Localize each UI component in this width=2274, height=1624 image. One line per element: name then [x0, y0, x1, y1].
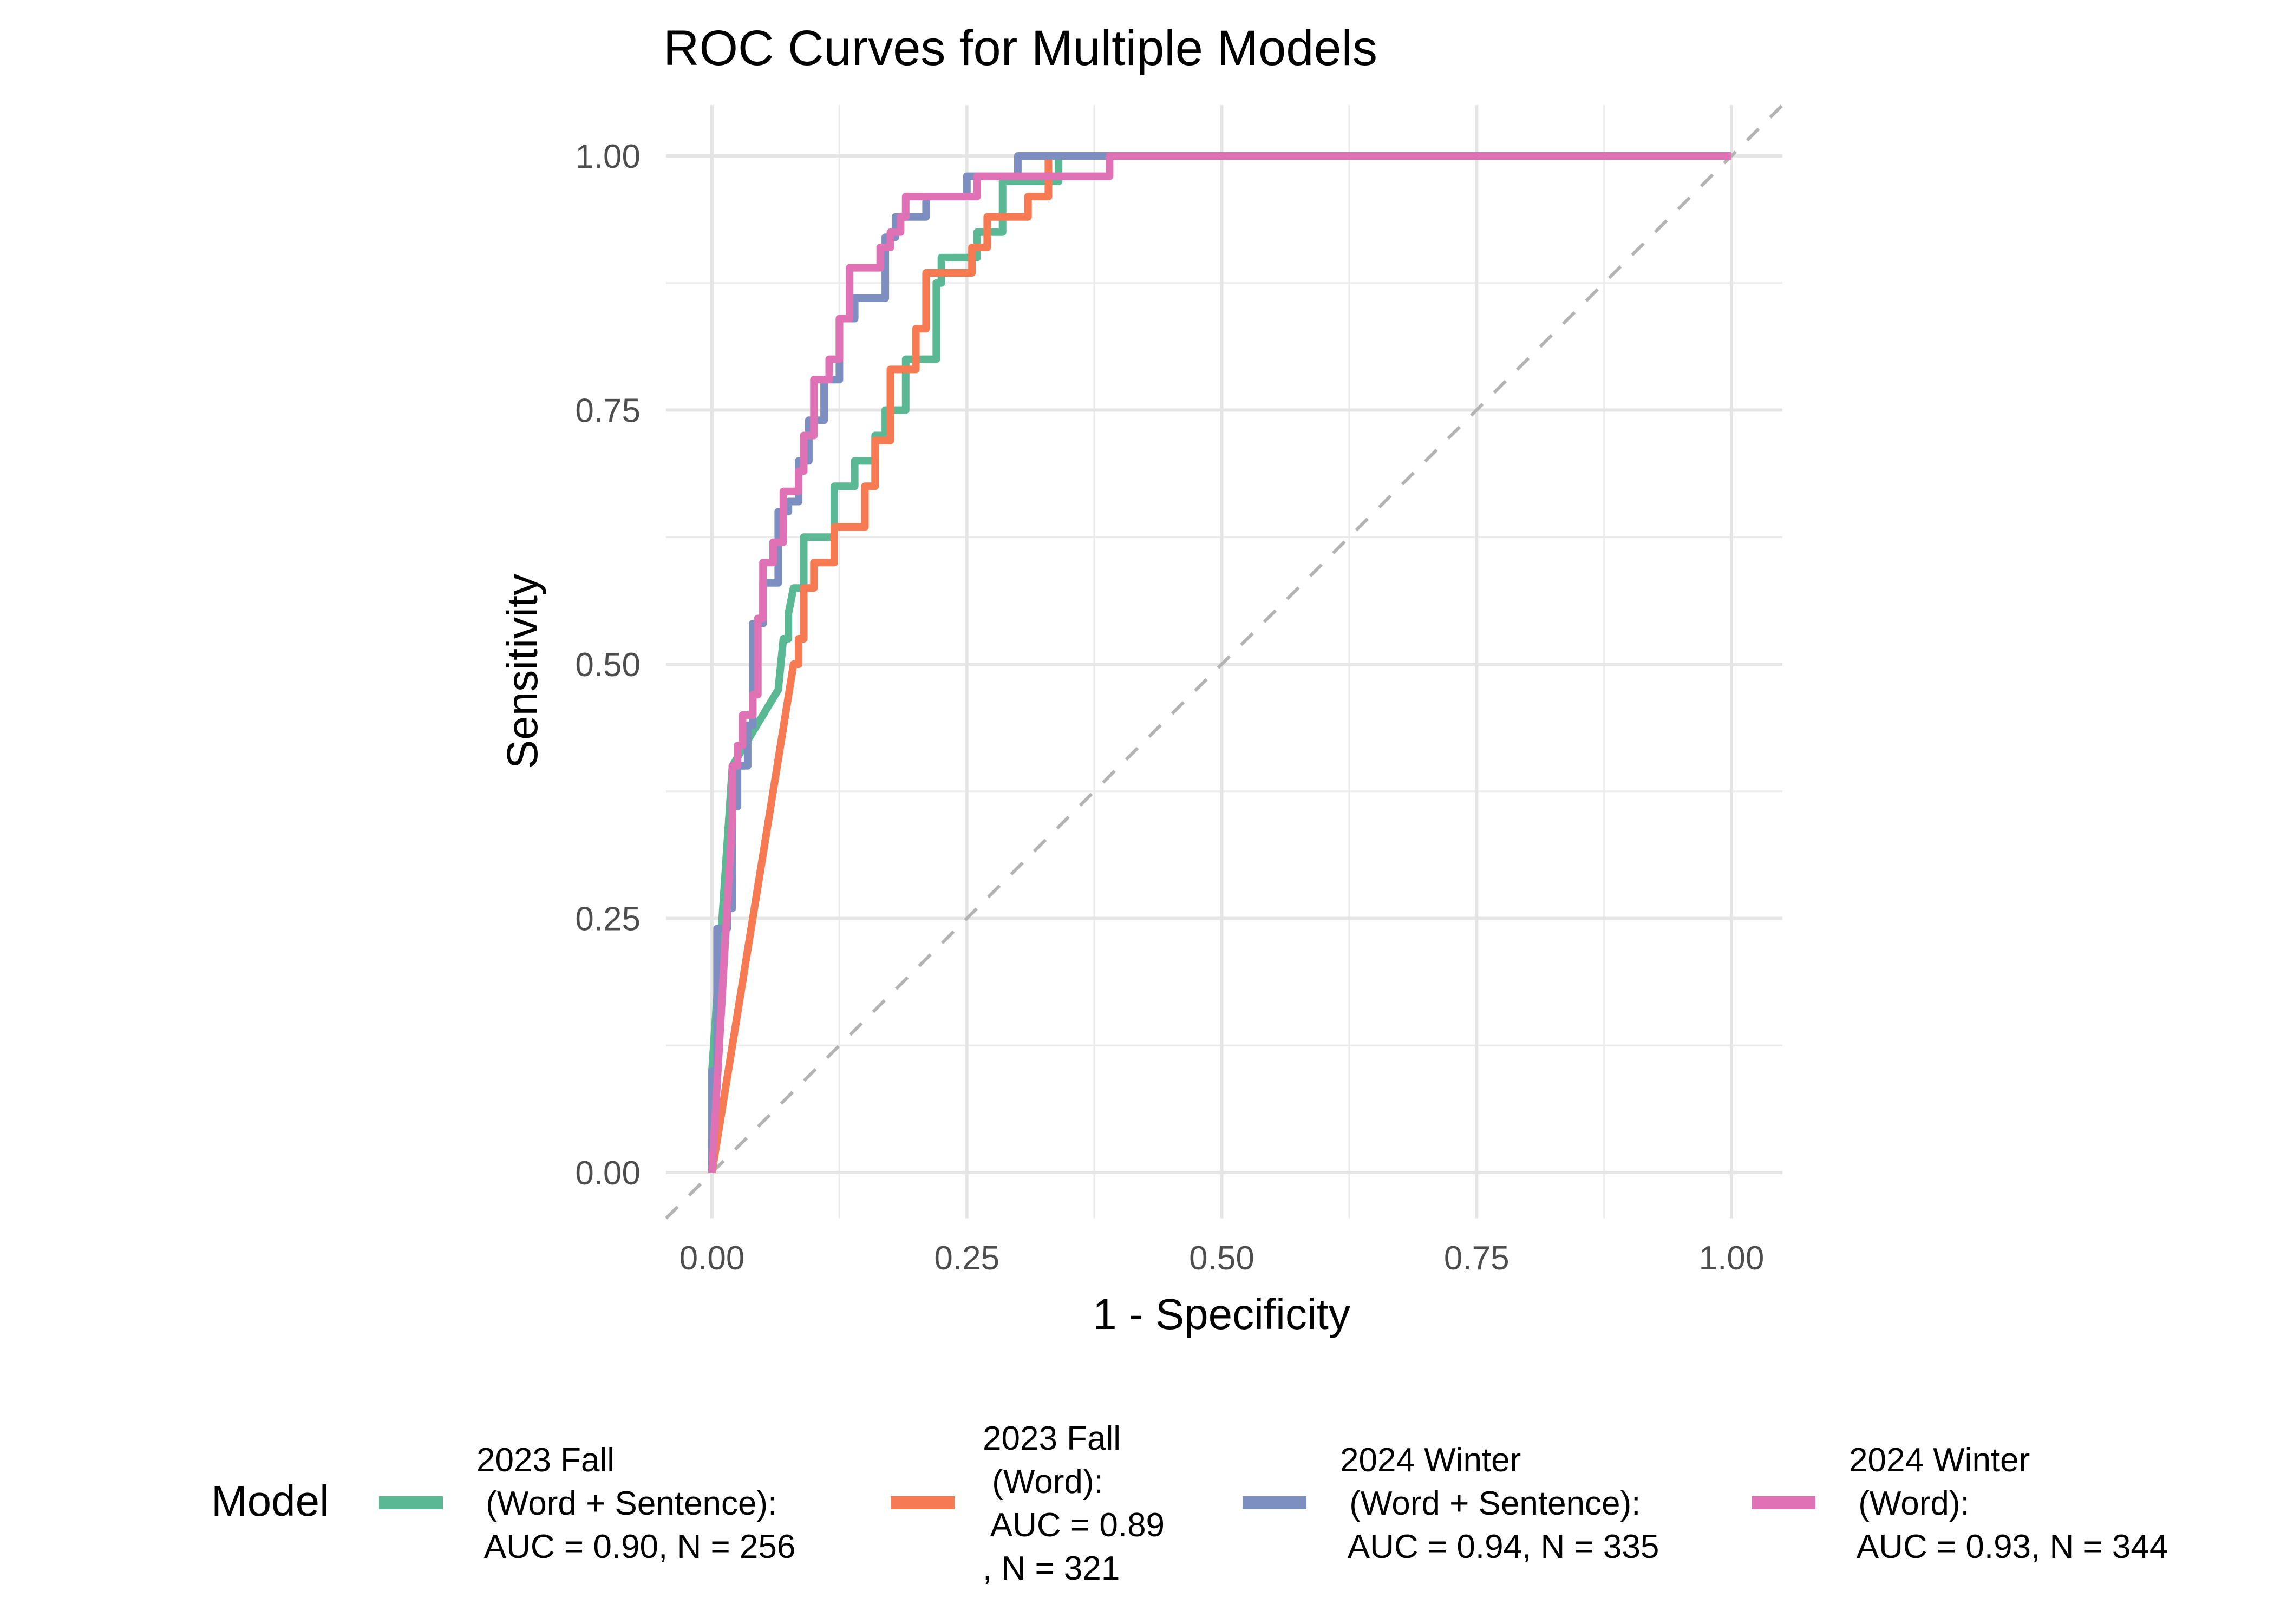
legend-label-line: (Word): — [983, 1463, 1103, 1501]
y-tick-label: 0.00 — [575, 1155, 641, 1192]
roc-curve-2 — [708, 152, 1731, 1174]
legend-label-3: 2024 Winter (Word + Sentence): AUC = 0.9… — [1340, 1442, 1659, 1566]
legend-label-line: AUC = 0.94, N = 335 — [1340, 1528, 1659, 1566]
x-tick-label: 0.50 — [1189, 1240, 1254, 1277]
legend: Model 2023 Fall (Word + Sentence): AUC =… — [211, 1420, 2168, 1587]
legend-label-line: (Word + Sentence): — [1340, 1485, 1641, 1522]
legend-label-line: 2024 Winter — [1849, 1442, 2030, 1479]
y-tick-label: 0.75 — [575, 392, 641, 430]
x-axis-title: 1 - Specificity — [1093, 1290, 1350, 1338]
legend-label-line: 2023 Fall — [476, 1442, 615, 1479]
x-tick-label: 0.75 — [1444, 1240, 1510, 1277]
legend-label-line: 2023 Fall — [983, 1420, 1121, 1457]
reference-diagonal-line — [665, 103, 1784, 1220]
legend-key-1 — [379, 1496, 443, 1509]
roc-curve-4 — [708, 152, 1731, 1173]
legend-title: Model — [211, 1477, 329, 1525]
legend-label-line: AUC = 0.90, N = 256 — [476, 1528, 795, 1566]
roc-curves — [708, 152, 1731, 1174]
chart-title: ROC Curves for Multiple Models — [663, 21, 1377, 76]
x-tick-label: 1.00 — [1699, 1240, 1765, 1277]
legend-key-4 — [1752, 1496, 1815, 1509]
legend-label-line: (Word + Sentence): — [476, 1485, 777, 1522]
legend-key-3 — [1243, 1496, 1306, 1509]
legend-key-2 — [891, 1496, 955, 1509]
y-axis-title: Sensitivity — [498, 574, 546, 769]
legend-label-line: , N = 321 — [983, 1550, 1120, 1587]
y-tick-label: 0.25 — [575, 901, 641, 938]
x-tick-label: 0.25 — [934, 1240, 999, 1277]
x-axis-ticks: 0.00 0.25 0.50 0.75 1.00 — [679, 1240, 1765, 1277]
y-tick-label: 0.50 — [575, 646, 641, 684]
legend-label-line: AUC = 0.93, N = 344 — [1849, 1528, 2168, 1566]
y-tick-label: 1.00 — [575, 138, 641, 175]
legend-label-line: 2024 Winter — [1340, 1442, 1521, 1479]
legend-label-4: 2024 Winter (Word): AUC = 0.93, N = 344 — [1849, 1442, 2168, 1566]
y-axis-ticks: 0.00 0.25 0.50 0.75 1.00 — [575, 138, 641, 1192]
roc-curve-1 — [708, 152, 1731, 1173]
legend-label-1: 2023 Fall (Word + Sentence): AUC = 0.90,… — [476, 1442, 795, 1566]
x-tick-label: 0.00 — [679, 1240, 745, 1277]
legend-label-line: AUC = 0.89 — [983, 1507, 1165, 1544]
legend-label-2: 2023 Fall (Word): AUC = 0.89 , N = 321 — [983, 1420, 1165, 1587]
legend-label-line: (Word): — [1849, 1485, 1970, 1522]
